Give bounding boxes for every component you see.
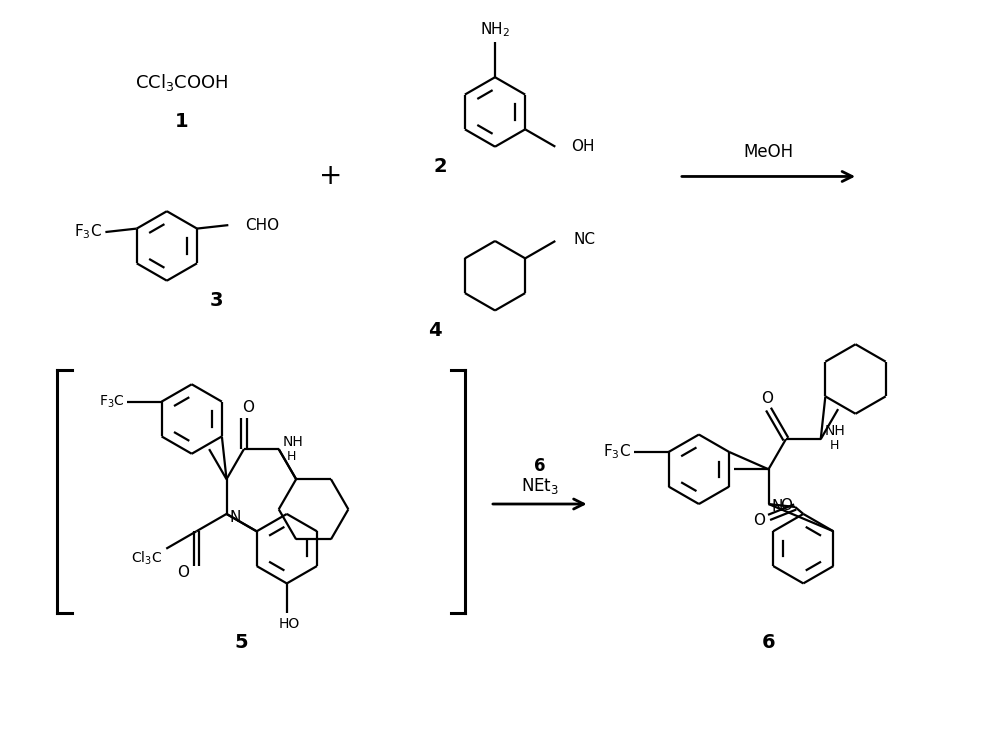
- Text: F$_3$C: F$_3$C: [99, 393, 125, 410]
- Text: 1: 1: [175, 112, 189, 131]
- Text: 6: 6: [534, 457, 546, 475]
- Text: Cl$_3$C: Cl$_3$C: [131, 550, 162, 567]
- Text: 3: 3: [210, 291, 223, 310]
- Text: O: O: [177, 565, 189, 580]
- Text: NH$_2$: NH$_2$: [480, 20, 510, 39]
- Text: HO: HO: [278, 617, 299, 631]
- Text: +: +: [319, 162, 343, 191]
- Text: MeOH: MeOH: [743, 142, 794, 161]
- Text: 2: 2: [434, 157, 447, 176]
- Text: CCl$_3$COOH: CCl$_3$COOH: [135, 72, 228, 92]
- Text: NH: NH: [825, 424, 845, 438]
- Text: NEt$_3$: NEt$_3$: [521, 476, 559, 496]
- Text: O: O: [242, 400, 254, 416]
- Text: F$_3$C: F$_3$C: [74, 223, 102, 241]
- Text: 4: 4: [429, 321, 442, 340]
- Text: O: O: [753, 513, 765, 528]
- Text: 5: 5: [235, 633, 248, 653]
- Text: O: O: [762, 390, 774, 406]
- Text: O: O: [780, 498, 792, 513]
- Text: F$_3$C: F$_3$C: [603, 443, 631, 461]
- Text: H: H: [287, 449, 296, 463]
- Text: N: N: [230, 510, 241, 525]
- Text: H: H: [830, 439, 839, 451]
- Text: CHO: CHO: [245, 218, 279, 232]
- Text: N: N: [772, 499, 783, 515]
- Text: NC: NC: [573, 232, 595, 247]
- Text: 6: 6: [762, 633, 775, 653]
- Text: OH: OH: [571, 139, 595, 154]
- Text: NH: NH: [283, 435, 303, 449]
